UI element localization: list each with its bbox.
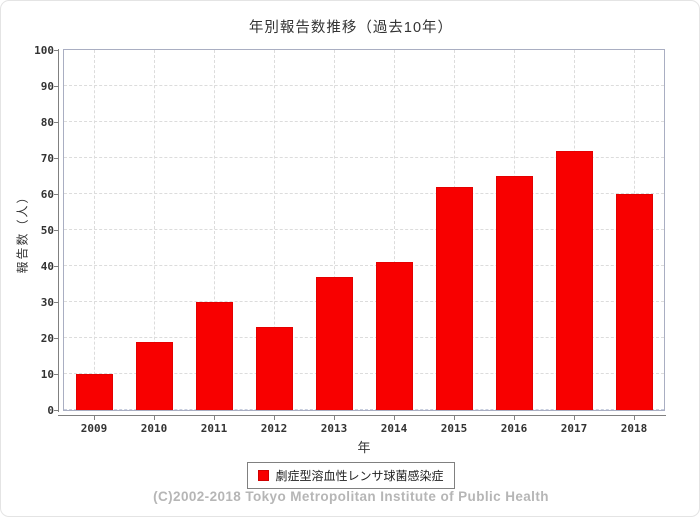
gridline-vertical	[214, 50, 215, 410]
bar-2009	[75, 374, 113, 410]
y-tick-mark	[54, 50, 58, 51]
x-tick-mark	[154, 416, 155, 420]
y-tick-mark	[54, 302, 58, 303]
legend-label: 劇症型溶血性レンサ球菌感染症	[275, 469, 444, 483]
y-tick-mark	[54, 266, 58, 267]
y-tick-mark	[54, 410, 58, 411]
gridline-horizontal	[64, 301, 664, 302]
gridline-vertical	[154, 50, 155, 410]
gridline-horizontal	[64, 265, 664, 266]
x-tick-label: 2012	[260, 422, 288, 435]
y-tick-label: 20	[40, 332, 54, 345]
plot-area	[63, 49, 665, 411]
gridline-horizontal	[64, 337, 664, 338]
x-axis-label: 年	[357, 440, 371, 455]
zero-baseline	[64, 409, 664, 410]
x-tick-label: 2018	[620, 422, 648, 435]
y-tick-label: 30	[40, 296, 54, 309]
x-tick-label: 2013	[320, 422, 348, 435]
x-tick-label: 2014	[380, 422, 408, 435]
y-tick-label: 40	[40, 260, 54, 273]
bar-2010	[135, 341, 173, 410]
chart-title: 年別報告数推移（過去10年）	[248, 20, 454, 36]
x-tick-mark	[574, 416, 575, 420]
bar-2015	[435, 186, 473, 410]
bar-2012	[255, 327, 293, 410]
y-tick-label: 10	[40, 368, 54, 381]
y-tick-mark	[54, 374, 58, 375]
y-tick-mark	[54, 86, 58, 87]
y-tick-label: 70	[40, 152, 54, 165]
y-tick-mark	[54, 158, 58, 159]
x-tick-label: 2010	[140, 422, 168, 435]
gridline-horizontal	[64, 229, 664, 230]
bar-2013	[315, 276, 353, 410]
x-axis-line	[58, 415, 666, 416]
y-tick-mark	[54, 338, 58, 339]
bar-2016	[495, 176, 533, 410]
y-tick-mark	[54, 194, 58, 195]
bar-2017	[555, 150, 593, 410]
bar-2011	[195, 302, 233, 410]
x-tick-mark	[454, 416, 455, 420]
gridline-vertical	[274, 50, 275, 410]
x-tick-mark	[214, 416, 215, 420]
gridline-vertical	[94, 50, 95, 410]
y-tick-mark	[54, 122, 58, 123]
gridline-vertical	[334, 50, 335, 410]
x-tick-label: 2015	[440, 422, 468, 435]
y-tick-label: 80	[40, 116, 54, 129]
x-tick-mark	[334, 416, 335, 420]
y-tick-mark	[54, 230, 58, 231]
x-tick-mark	[394, 416, 395, 420]
y-tick-label: 100	[34, 44, 54, 57]
copyright-text: (C)2002-2018 Tokyo Metropolitan Institut…	[153, 489, 549, 504]
x-tick-label: 2009	[80, 422, 108, 435]
bar-2018	[615, 194, 653, 410]
bar-2014	[375, 262, 413, 410]
x-tick-label: 2011	[200, 422, 228, 435]
x-tick-mark	[94, 416, 95, 420]
legend-box: 劇症型溶血性レンサ球菌感染症	[247, 462, 455, 489]
y-axis-line	[58, 49, 59, 412]
y-tick-label: 90	[40, 80, 54, 93]
gridline-horizontal	[64, 193, 664, 194]
x-tick-label: 2017	[560, 422, 588, 435]
gridline-vertical	[394, 50, 395, 410]
gridline-horizontal	[64, 121, 664, 122]
gridline-horizontal	[64, 373, 664, 374]
y-tick-label: 0	[47, 404, 54, 417]
gridline-horizontal	[64, 157, 664, 158]
y-tick-label: 60	[40, 188, 54, 201]
x-tick-label: 2016	[500, 422, 528, 435]
x-tick-mark	[634, 416, 635, 420]
x-tick-mark	[274, 416, 275, 420]
gridline-horizontal	[64, 85, 664, 86]
legend-swatch-icon	[258, 470, 270, 481]
legend: 劇症型溶血性レンサ球菌感染症	[1, 462, 699, 489]
y-tick-label: 50	[40, 224, 54, 237]
x-tick-mark	[514, 416, 515, 420]
